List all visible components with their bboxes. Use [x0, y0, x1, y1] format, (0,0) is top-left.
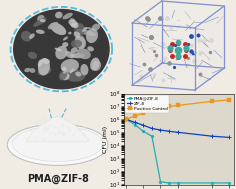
Ellipse shape: [63, 36, 68, 41]
Ellipse shape: [55, 48, 62, 51]
Text: PMA@ZIF-8: PMA@ZIF-8: [27, 174, 88, 184]
Ellipse shape: [62, 42, 68, 47]
Ellipse shape: [63, 13, 73, 19]
Ellipse shape: [82, 27, 87, 32]
Ellipse shape: [50, 23, 66, 35]
Ellipse shape: [92, 24, 100, 31]
Polygon shape: [27, 116, 88, 142]
Ellipse shape: [24, 68, 31, 72]
Ellipse shape: [65, 51, 74, 58]
Ellipse shape: [60, 72, 70, 80]
Ellipse shape: [12, 126, 103, 161]
Ellipse shape: [70, 68, 74, 74]
Ellipse shape: [70, 18, 76, 22]
Ellipse shape: [62, 67, 67, 71]
Ellipse shape: [55, 46, 67, 59]
Ellipse shape: [48, 22, 59, 29]
Ellipse shape: [71, 47, 78, 53]
Ellipse shape: [28, 52, 37, 59]
Ellipse shape: [74, 31, 80, 38]
Legend: PMA@ZIF-8, ZIF-8, Positive Control: PMA@ZIF-8, ZIF-8, Positive Control: [125, 95, 169, 113]
Ellipse shape: [76, 29, 96, 36]
Ellipse shape: [75, 35, 86, 49]
Ellipse shape: [66, 69, 85, 82]
Ellipse shape: [80, 64, 88, 75]
Ellipse shape: [21, 31, 32, 42]
Ellipse shape: [92, 60, 101, 71]
Ellipse shape: [71, 22, 79, 28]
Ellipse shape: [61, 59, 79, 73]
Ellipse shape: [59, 70, 67, 80]
Ellipse shape: [76, 48, 91, 59]
Ellipse shape: [90, 57, 100, 71]
Ellipse shape: [68, 32, 72, 35]
Polygon shape: [132, 23, 195, 90]
Ellipse shape: [74, 23, 85, 37]
Ellipse shape: [55, 12, 63, 18]
Ellipse shape: [68, 20, 79, 27]
Ellipse shape: [38, 67, 51, 75]
Circle shape: [13, 9, 110, 89]
Ellipse shape: [37, 15, 44, 22]
Polygon shape: [132, 1, 224, 28]
Y-axis label: CFU (ml): CFU (ml): [103, 126, 108, 153]
Ellipse shape: [63, 72, 66, 74]
Ellipse shape: [42, 58, 50, 64]
Ellipse shape: [7, 124, 108, 165]
Ellipse shape: [87, 46, 94, 51]
Ellipse shape: [71, 40, 82, 48]
Ellipse shape: [33, 18, 47, 27]
Ellipse shape: [83, 27, 92, 29]
Ellipse shape: [75, 72, 81, 77]
Ellipse shape: [70, 53, 85, 58]
Ellipse shape: [86, 28, 98, 43]
Ellipse shape: [38, 58, 50, 75]
Ellipse shape: [29, 33, 35, 39]
Ellipse shape: [38, 60, 42, 67]
Ellipse shape: [36, 29, 45, 34]
Polygon shape: [195, 6, 224, 90]
Ellipse shape: [30, 68, 35, 73]
Ellipse shape: [40, 19, 46, 22]
